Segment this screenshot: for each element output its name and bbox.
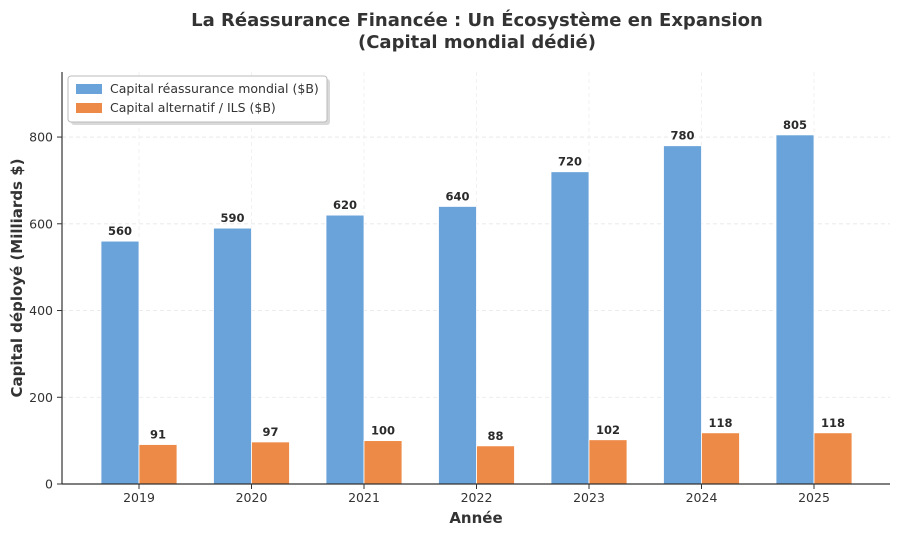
legend-label-ils: Capital alternatif / ILS ($B) <box>110 100 276 115</box>
data-label-reinsurance: 560 <box>108 224 132 238</box>
x-axis-label: Année <box>449 509 502 527</box>
data-label-ils: 97 <box>262 425 278 439</box>
x-tick-label: 2020 <box>236 490 268 505</box>
legend-swatch-ils <box>76 103 102 113</box>
data-label-ils: 88 <box>487 429 503 443</box>
legend-swatch-reinsurance <box>76 84 102 94</box>
y-tick-label: 200 <box>29 390 53 405</box>
bar-reinsurance <box>213 227 252 485</box>
bar-reinsurance <box>438 206 477 485</box>
data-label-reinsurance: 780 <box>670 129 694 143</box>
chart-title-line2: (Capital mondial dédié) <box>358 32 596 53</box>
data-label-reinsurance: 720 <box>558 155 582 169</box>
x-tick-label: 2023 <box>573 490 605 505</box>
y-tick-label: 800 <box>29 130 53 145</box>
x-tick-label: 2019 <box>123 490 155 505</box>
data-label-ils: 118 <box>821 416 845 430</box>
bar-reinsurance <box>100 240 140 485</box>
bar-ils <box>813 432 853 485</box>
x-tick-label: 2022 <box>461 490 493 505</box>
data-label-reinsurance: 640 <box>445 189 469 203</box>
bar-ils <box>251 441 290 485</box>
bar-ils <box>138 444 178 485</box>
bar-reinsurance <box>325 214 365 485</box>
y-axis-label: Capital déployé (Milliards $) <box>8 159 26 398</box>
x-ticks: 2019 2020 2021 2022 2023 2024 2025 <box>123 484 830 505</box>
data-label-reinsurance: 805 <box>783 118 807 132</box>
bars <box>100 134 853 485</box>
bar-reinsurance <box>550 171 590 485</box>
bar-ils <box>701 432 740 485</box>
bar-ils <box>476 445 515 485</box>
data-labels: 560 590 620 640 720 780 805 91 97 100 88 102 118 118 <box>108 118 845 443</box>
y-tick-label: 600 <box>29 216 53 231</box>
data-label-ils: 100 <box>371 424 395 438</box>
bar-reinsurance <box>663 145 702 485</box>
x-tick-label: 2025 <box>798 490 830 505</box>
data-label-reinsurance: 620 <box>333 198 357 212</box>
data-label-reinsurance: 590 <box>220 211 244 225</box>
bar-reinsurance <box>775 134 815 485</box>
legend-box <box>67 75 328 123</box>
bar-ils <box>363 440 403 485</box>
x-tick-label: 2021 <box>348 490 380 505</box>
chart-title-line1: La Réassurance Financée : Un Écosystème … <box>191 9 763 31</box>
data-label-ils: 102 <box>596 423 620 437</box>
data-label-ils: 91 <box>150 428 166 442</box>
y-tick-label: 400 <box>29 303 53 318</box>
data-label-ils: 118 <box>708 416 732 430</box>
y-tick-label: 0 <box>45 477 53 492</box>
legend: Capital réassurance mondial ($B) Capital… <box>67 75 330 125</box>
y-ticks: 0 200 400 600 800 <box>29 130 62 492</box>
bar-ils <box>588 439 628 485</box>
x-tick-label: 2024 <box>686 490 718 505</box>
legend-label-reinsurance: Capital réassurance mondial ($B) <box>110 81 319 96</box>
